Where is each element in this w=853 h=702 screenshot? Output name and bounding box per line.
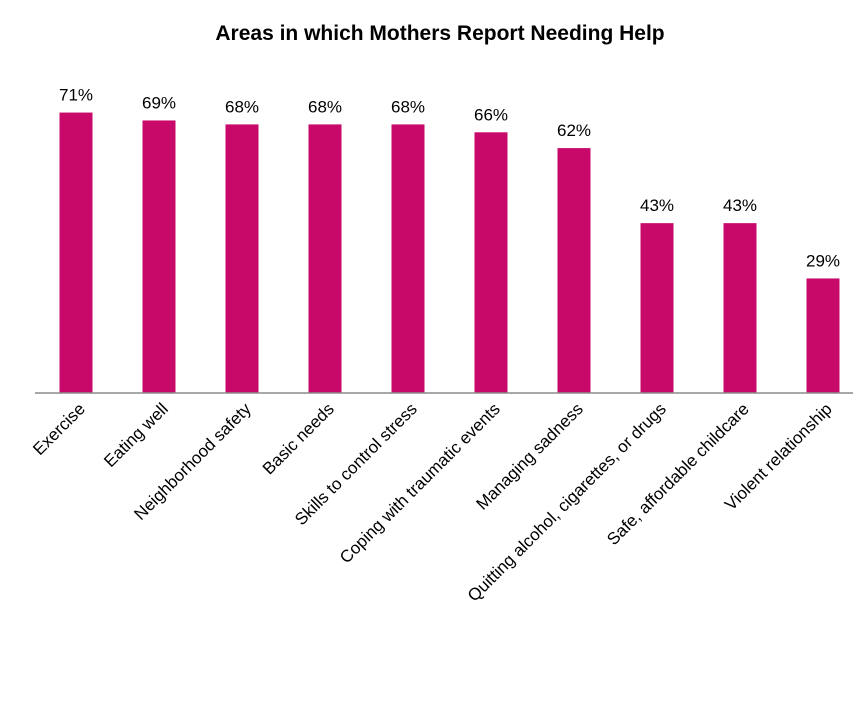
- value-label-6: 66%: [474, 105, 508, 124]
- category-label-2: Eating well: [100, 399, 172, 471]
- bar-1: [59, 112, 93, 394]
- bars-group: [59, 112, 840, 394]
- value-label-10: 29%: [806, 251, 840, 270]
- category-label-4: Basic needs: [259, 399, 338, 478]
- category-label-6: Coping with traumatic events: [336, 399, 504, 567]
- chart-title: Areas in which Mothers Report Needing He…: [215, 22, 664, 45]
- value-label-9: 43%: [723, 196, 757, 215]
- bar-6: [474, 132, 508, 394]
- bar-4: [308, 124, 342, 394]
- bar-9: [723, 223, 757, 393]
- bar-5: [391, 124, 425, 394]
- value-label-3: 68%: [225, 97, 259, 116]
- bar-8: [640, 223, 674, 393]
- category-label-1: Exercise: [29, 399, 89, 459]
- value-label-2: 69%: [142, 93, 176, 112]
- category-label-9: Safe, affordable childcare: [603, 399, 753, 549]
- bar-2: [142, 120, 176, 393]
- value-label-4: 68%: [308, 97, 342, 116]
- value-labels-group: 71% 69% 68% 68% 68% 66% 62% 43% 43% 29%: [59, 86, 840, 271]
- bar-7: [557, 148, 591, 393]
- value-label-1: 71%: [59, 86, 93, 105]
- value-label-7: 62%: [557, 121, 591, 140]
- value-label-5: 68%: [391, 97, 425, 116]
- bar-10: [806, 278, 840, 393]
- bar-3: [225, 124, 259, 394]
- value-label-8: 43%: [640, 196, 674, 215]
